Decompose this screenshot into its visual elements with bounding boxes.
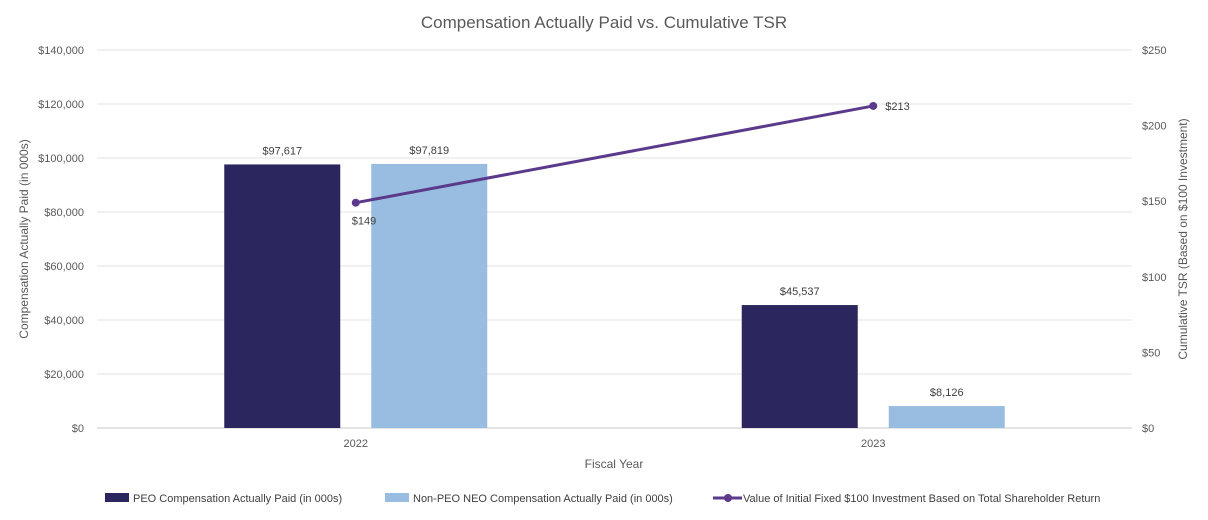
x-axis-ticks: 2022 2023	[344, 438, 886, 450]
left-axis-ticks: $0 $20,000 $40,000 $60,000 $80,000 $100,000 $1…	[38, 45, 84, 435]
y-tick-label: $100,000	[38, 153, 84, 165]
y-tick-label: $20,000	[44, 369, 84, 381]
tsr-line	[355, 104, 874, 205]
tsr-data-label: $149	[352, 216, 376, 228]
tsr-data-label: $213	[885, 101, 909, 113]
legend-label: Value of Initial Fixed $100 Investment B…	[743, 493, 1100, 505]
bar	[371, 163, 488, 428]
bar	[224, 164, 341, 429]
y-tick-label: $80,000	[44, 207, 84, 219]
bar-series: $97,617 $45,537 $97,819 $8,126	[224, 145, 1005, 429]
chart-title: Compensation Actually Paid vs. Cumulativ…	[421, 13, 787, 32]
y2-tick-label: $250	[1142, 45, 1166, 57]
legend-label: Non-PEO NEO Compensation Actually Paid (…	[413, 493, 673, 505]
y2-axis-title: Cumulative TSR (Based on $100 Investment…	[1176, 118, 1190, 359]
y2-tick-label: $50	[1142, 347, 1160, 359]
right-axis-ticks: $0 $50 $100 $150 $200 $250	[1142, 45, 1166, 435]
tsr-line-series: $149 $213	[351, 101, 910, 228]
y-tick-label: $60,000	[44, 261, 84, 273]
bar-data-label: $97,617	[262, 145, 302, 157]
y-tick-label: $140,000	[38, 45, 84, 57]
y-tick-label: $0	[72, 423, 84, 435]
x-tick-label: 2023	[861, 438, 885, 450]
x-axis-title: Fiscal Year	[585, 457, 644, 471]
legend-swatch	[385, 493, 409, 502]
y2-tick-label: $200	[1142, 121, 1166, 133]
legend: PEO Compensation Actually Paid (in 000s)…	[105, 493, 1100, 505]
bar-data-label: $97,819	[409, 145, 449, 157]
bar-data-label: $45,537	[780, 286, 820, 298]
bar	[741, 305, 858, 428]
y-tick-label: $120,000	[38, 99, 84, 111]
bar-data-label: $8,126	[930, 387, 964, 399]
legend-marker	[724, 494, 732, 502]
legend-label: PEO Compensation Actually Paid (in 000s)	[133, 493, 342, 505]
legend-swatch	[105, 493, 129, 502]
y2-tick-label: $150	[1142, 196, 1166, 208]
y2-tick-label: $100	[1142, 272, 1166, 284]
y-axis-title: Compensation Actually Paid (in 000s)	[17, 139, 31, 338]
tsr-point	[351, 198, 360, 207]
x-tick-label: 2022	[344, 438, 368, 450]
tsr-point	[869, 101, 878, 110]
y2-tick-label: $0	[1142, 423, 1154, 435]
bar	[888, 406, 1005, 428]
y-tick-label: $40,000	[44, 315, 84, 327]
